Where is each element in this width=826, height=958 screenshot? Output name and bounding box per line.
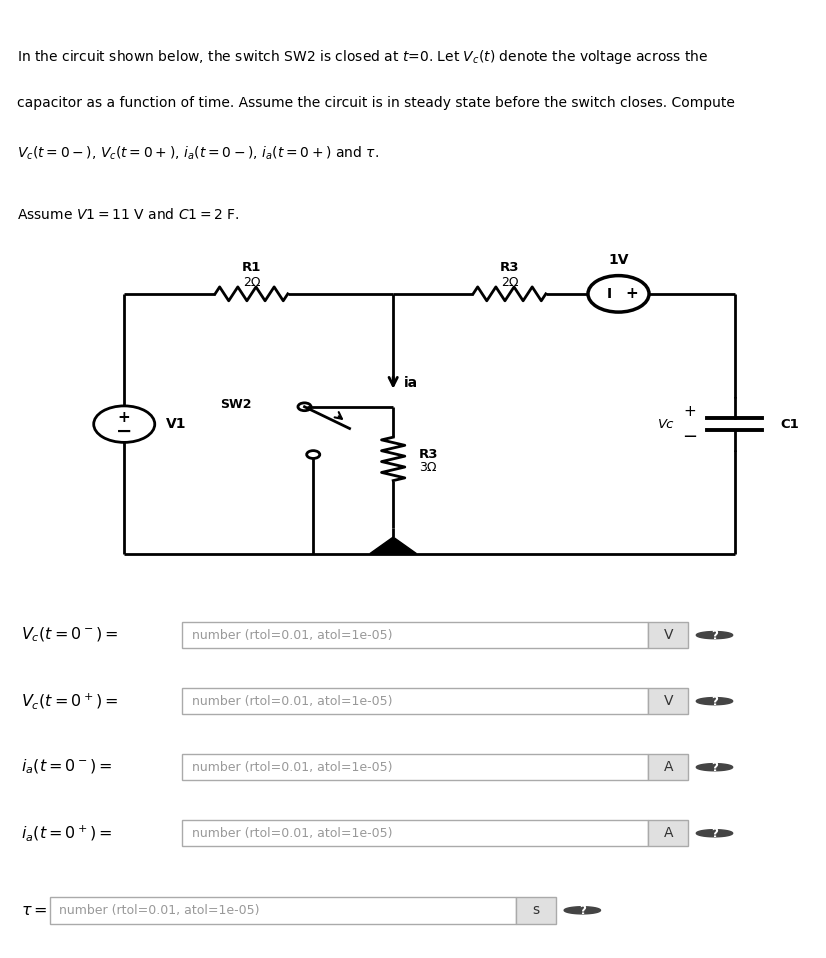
Text: $\tau =$: $\tau =$: [21, 902, 47, 918]
Polygon shape: [696, 697, 733, 705]
Text: −: −: [116, 422, 132, 441]
Text: $i_a(t = 0^-) =$: $i_a(t = 0^-) =$: [21, 758, 112, 776]
Text: number (rtol=0.01, atol=1e-05): number (rtol=0.01, atol=1e-05): [192, 827, 392, 840]
Text: 2Ω: 2Ω: [243, 276, 260, 288]
Text: Vc: Vc: [657, 418, 674, 431]
FancyBboxPatch shape: [648, 688, 688, 715]
Text: ?: ?: [711, 628, 718, 642]
Text: +: +: [683, 403, 696, 419]
Polygon shape: [696, 764, 733, 771]
Text: $V_c(t = 0^-) =$: $V_c(t = 0^-) =$: [21, 626, 118, 645]
Text: R3: R3: [500, 262, 520, 274]
Text: +: +: [118, 410, 131, 425]
FancyBboxPatch shape: [648, 622, 688, 649]
Text: I: I: [607, 286, 612, 301]
FancyBboxPatch shape: [182, 688, 648, 715]
Text: In the circuit shown below, the switch SW2 is closed at $t$=0. Let $V_c(t)$ deno: In the circuit shown below, the switch S…: [17, 48, 708, 66]
Text: Assume $V1 = 11$ V and $C1 = 2$ F.: Assume $V1 = 11$ V and $C1 = 2$ F.: [17, 207, 240, 221]
Text: HW5.3. RC/RL Circuit Transient Analysis: HW5.3. RC/RL Circuit Transient Analysis: [11, 13, 370, 29]
Text: number (rtol=0.01, atol=1e-05): number (rtol=0.01, atol=1e-05): [59, 903, 260, 917]
Text: R1: R1: [242, 262, 261, 274]
FancyBboxPatch shape: [50, 897, 516, 924]
Text: $V_c(t = 0^+) =$: $V_c(t = 0^+) =$: [21, 692, 118, 711]
Text: number (rtol=0.01, atol=1e-05): number (rtol=0.01, atol=1e-05): [192, 628, 392, 642]
FancyBboxPatch shape: [182, 622, 648, 649]
Text: +: +: [625, 286, 638, 302]
Text: A: A: [663, 826, 673, 840]
Text: ia: ia: [404, 376, 418, 390]
FancyBboxPatch shape: [648, 820, 688, 847]
Text: −: −: [682, 428, 697, 446]
Text: number (rtol=0.01, atol=1e-05): number (rtol=0.01, atol=1e-05): [192, 695, 392, 708]
FancyBboxPatch shape: [182, 820, 648, 847]
Text: ?: ?: [711, 827, 718, 840]
Text: V1: V1: [166, 417, 187, 431]
Text: A: A: [663, 761, 673, 774]
Polygon shape: [370, 537, 416, 554]
Text: capacitor as a function of time. Assume the circuit is in steady state before th: capacitor as a function of time. Assume …: [17, 97, 734, 110]
Text: ?: ?: [711, 761, 718, 774]
FancyBboxPatch shape: [182, 754, 648, 781]
Polygon shape: [564, 906, 601, 914]
FancyBboxPatch shape: [516, 897, 556, 924]
Text: s: s: [533, 903, 539, 918]
Text: $V_c(t=0-)$, $V_c(t=0+)$, $i_a(t=0-)$, $i_a(t=0+)$ and $\tau$.: $V_c(t=0-)$, $V_c(t=0+)$, $i_a(t=0-)$, $…: [17, 145, 378, 162]
FancyBboxPatch shape: [648, 754, 688, 781]
Polygon shape: [696, 631, 733, 639]
Text: V: V: [663, 628, 673, 642]
Text: ?: ?: [711, 695, 718, 708]
Text: C1: C1: [780, 418, 799, 431]
Text: number (rtol=0.01, atol=1e-05): number (rtol=0.01, atol=1e-05): [192, 761, 392, 774]
Polygon shape: [696, 830, 733, 837]
Text: SW2: SW2: [220, 399, 251, 411]
Text: 1V: 1V: [608, 253, 629, 267]
Text: 3Ω: 3Ω: [419, 461, 436, 474]
Text: V: V: [663, 695, 673, 708]
Text: 2Ω: 2Ω: [501, 276, 518, 288]
Text: ?: ?: [579, 903, 586, 917]
Text: R3: R3: [419, 448, 438, 461]
Text: $i_a(t = 0^+) =$: $i_a(t = 0^+) =$: [21, 823, 112, 843]
